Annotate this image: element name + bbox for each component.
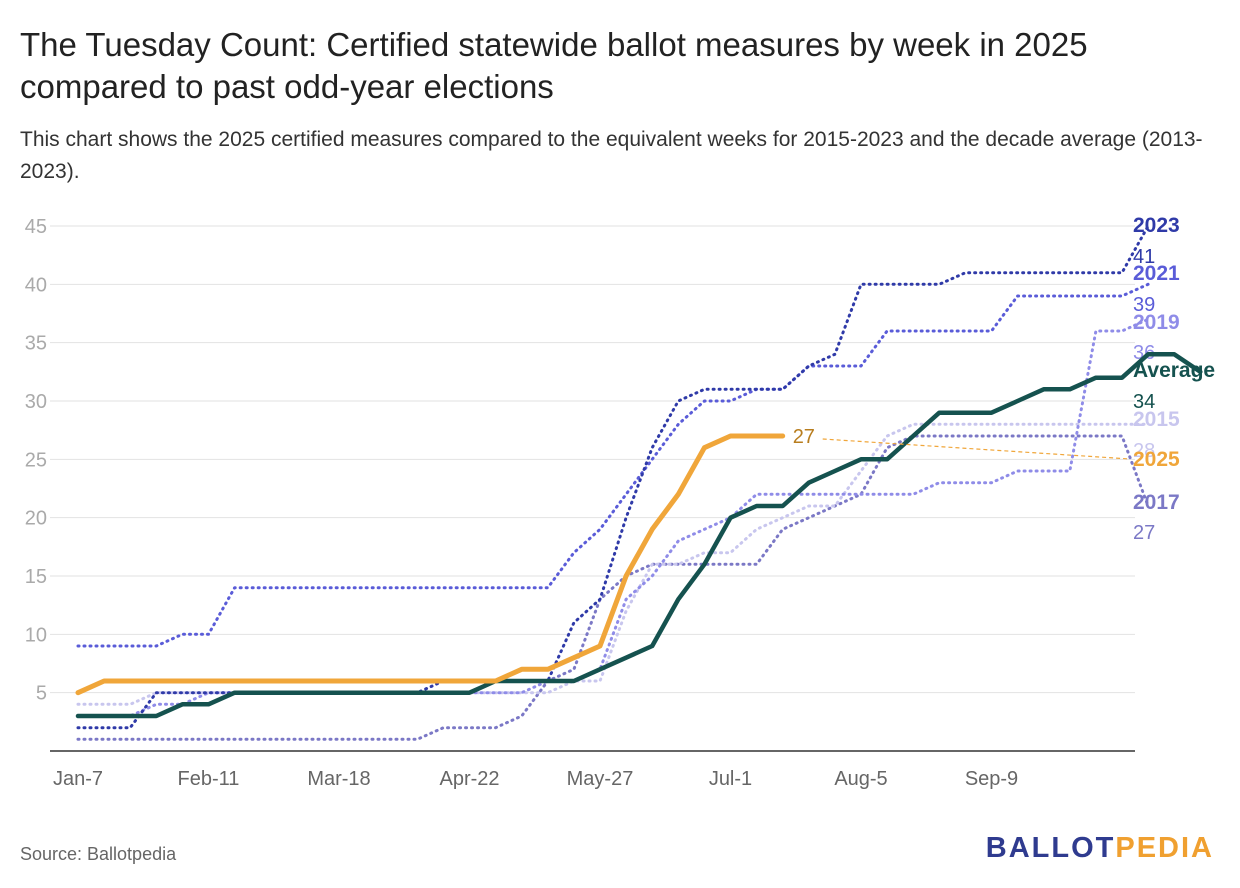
logo-part-pedia: PEDIA bbox=[1115, 832, 1214, 864]
end-label-2015: 2015 bbox=[1133, 408, 1180, 431]
end-value-2021: 39 bbox=[1133, 294, 1155, 316]
data-label-2025-latest: 27 bbox=[793, 426, 815, 448]
leader-line-2025 bbox=[822, 438, 1131, 460]
y-tick-label-5: 5 bbox=[36, 683, 47, 705]
series-line-2019 bbox=[76, 317, 1150, 718]
x-tick-label-jan-7: Jan-7 bbox=[53, 768, 103, 790]
y-tick-label-40: 40 bbox=[25, 274, 47, 296]
logo-part-ballot: BALLOT bbox=[985, 832, 1116, 864]
end-value-2023: 41 bbox=[1133, 246, 1155, 268]
end-value-2019: 36 bbox=[1133, 342, 1155, 364]
x-tick-label-may-27: May-27 bbox=[567, 768, 634, 790]
y-tick-label-45: 45 bbox=[25, 216, 47, 238]
end-label-2019: 2019 bbox=[1133, 311, 1180, 334]
chart-title: The Tuesday Count: Certified statewide b… bbox=[20, 26, 1088, 105]
series-line-2023 bbox=[76, 224, 1150, 730]
end-value-2015: 28 bbox=[1133, 440, 1155, 462]
end-label-2023: 2023 bbox=[1133, 214, 1180, 237]
end-label-average: Average bbox=[1133, 359, 1215, 382]
series-line-2021 bbox=[76, 282, 1150, 648]
series-line-average bbox=[75, 352, 1203, 719]
end-value-average: 34 bbox=[1133, 391, 1155, 413]
x-tick-label-feb-11: Feb-11 bbox=[178, 768, 240, 790]
x-tick-label-jul-1: Jul-1 bbox=[709, 768, 752, 790]
ballotpedia-logo: BALLOTPEDIA bbox=[986, 832, 1214, 865]
end-value-2017: 27 bbox=[1133, 522, 1155, 544]
x-tick-label-apr-22: Apr-22 bbox=[439, 768, 499, 790]
chart-subtitle: This chart shows the 2025 certified meas… bbox=[20, 128, 1203, 183]
series-line-2025 bbox=[75, 433, 786, 696]
end-label-2017: 2017 bbox=[1133, 491, 1180, 514]
y-tick-label-20: 20 bbox=[25, 508, 47, 530]
source-note: Source: Ballotpedia bbox=[20, 844, 177, 864]
series-line-2017 bbox=[76, 434, 1150, 741]
x-tick-label-sep-9: Sep-9 bbox=[965, 768, 1018, 790]
y-tick-label-35: 35 bbox=[25, 333, 47, 355]
end-label-2021: 2021 bbox=[1133, 262, 1180, 285]
end-label-2025: 2025 bbox=[1133, 448, 1180, 471]
y-tick-label-15: 15 bbox=[25, 566, 47, 588]
y-tick-label-25: 25 bbox=[25, 449, 47, 471]
x-tick-label-aug-5: Aug-5 bbox=[834, 768, 887, 790]
x-tick-label-mar-18: Mar-18 bbox=[307, 768, 370, 790]
y-tick-label-30: 30 bbox=[25, 391, 47, 413]
y-tick-label-10: 10 bbox=[25, 624, 47, 646]
